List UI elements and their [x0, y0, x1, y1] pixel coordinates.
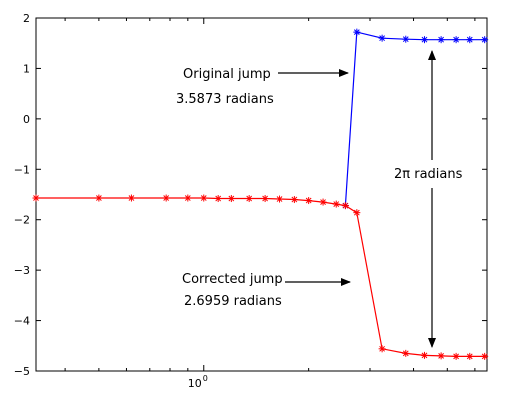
- data-point-star: [341, 202, 349, 210]
- data-point-star: [452, 36, 460, 44]
- y-tick-label: 1: [23, 62, 30, 75]
- data-point-star: [162, 194, 170, 202]
- data-point-star: [332, 200, 340, 208]
- data-point-star: [481, 36, 489, 44]
- data-point-star: [452, 352, 460, 360]
- series-layer: [32, 28, 489, 360]
- data-point-star: [95, 194, 103, 202]
- data-point-star: [437, 36, 445, 44]
- data-point-star: [227, 195, 235, 203]
- annotation-original-jump: Original jump 3.5873 radians: [176, 67, 349, 107]
- data-point-star: [420, 351, 428, 359]
- annotation-corrected-jump: Corrected jump 2.6959 radians: [182, 272, 351, 309]
- data-point-star: [378, 34, 386, 42]
- x-tick-label: 10: [188, 377, 202, 390]
- data-point-star: [214, 195, 222, 203]
- annotation-original-line1: Original jump: [183, 67, 271, 82]
- annotation-corrected-line1: Corrected jump: [182, 272, 283, 287]
- y-tick-label: 0: [23, 113, 30, 126]
- y-tick-label: 2: [23, 12, 30, 25]
- data-point-star: [353, 209, 361, 217]
- annotation-two-pi-label: 2π radians: [394, 167, 463, 182]
- annotation-two-pi: 2π radians: [390, 50, 470, 348]
- annotation-original-line2: 3.5873 radians: [176, 92, 274, 107]
- data-point-star: [466, 36, 474, 44]
- data-point-star: [127, 194, 135, 202]
- data-point-star: [481, 352, 489, 360]
- data-point-star: [402, 35, 410, 43]
- data-point-star: [402, 349, 410, 357]
- axes-ticks: 210−1−2−3−4−510 0: [14, 12, 487, 390]
- data-point-star: [378, 345, 386, 353]
- annotation-corrected-line2: 2.6959 radians: [184, 294, 282, 309]
- plot-area: [35, 17, 488, 372]
- y-tick-label: −4: [14, 315, 30, 328]
- data-point-star: [32, 194, 40, 202]
- data-point-star: [261, 195, 269, 203]
- data-point-star: [437, 352, 445, 360]
- data-point-star: [276, 195, 284, 203]
- data-point-star: [245, 195, 253, 203]
- x-tick-label-exponent: 0: [203, 374, 208, 383]
- data-point-star: [420, 36, 428, 44]
- data-point-star: [200, 194, 208, 202]
- data-point-star: [319, 198, 327, 206]
- y-tick-label: −1: [14, 163, 30, 176]
- data-point-star: [290, 196, 298, 204]
- data-point-star: [184, 194, 192, 202]
- y-tick-label: −2: [14, 214, 30, 227]
- data-point-star: [305, 197, 313, 205]
- y-tick-label: −5: [14, 365, 30, 378]
- y-tick-label: −3: [14, 264, 30, 277]
- data-point-star: [466, 352, 474, 360]
- data-point-star: [353, 28, 361, 36]
